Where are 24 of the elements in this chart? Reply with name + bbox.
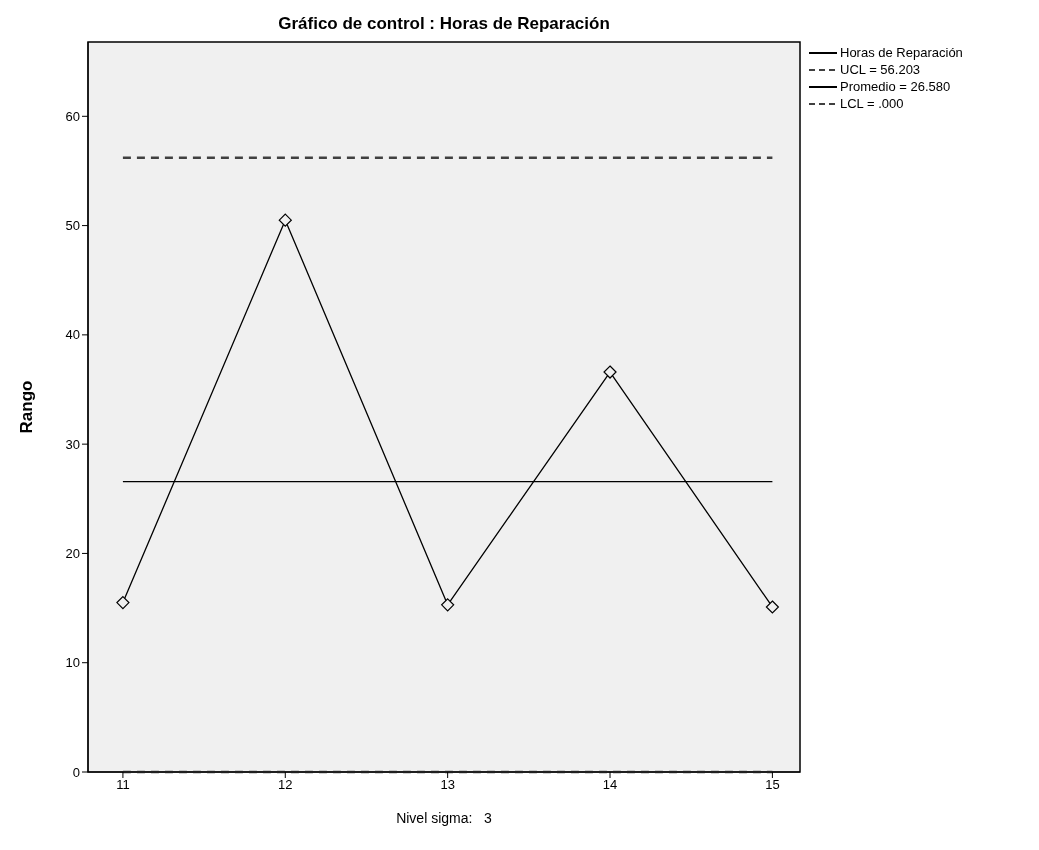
x-tick-label: 13 — [440, 777, 455, 793]
legend-label: Horas de Reparación — [840, 44, 963, 61]
point — [765, 600, 779, 614]
y-tick-label: 40 — [65, 327, 80, 343]
chart-title: Gráfico de control : Horas de Reparación — [277, 14, 611, 34]
x-tick-label: 15 — [765, 777, 780, 793]
legend-label: Promedio = 26.580 — [840, 78, 951, 95]
y-tick-label: 0 — [72, 764, 80, 780]
y-tick-label: 30 — [65, 436, 80, 452]
point — [441, 598, 455, 612]
point — [278, 213, 292, 227]
text: Nivel sigma: 3 — [395, 810, 493, 826]
x-tick-label: 14 — [602, 777, 618, 793]
y-tick-label: 10 — [65, 655, 80, 671]
point — [603, 365, 617, 379]
y-tick-label: 60 — [65, 108, 80, 124]
x-tick-label: 11 — [116, 777, 130, 793]
y-tick-label: 50 — [65, 218, 80, 234]
legend-label: LCL = .000 — [840, 95, 904, 112]
y-tick-label: 20 — [65, 546, 80, 562]
legend-label: UCL = 56.203 — [840, 61, 921, 78]
x-tick-label: 12 — [278, 777, 293, 793]
y-axis-title: Rango — [17, 380, 37, 434]
point — [116, 596, 130, 610]
